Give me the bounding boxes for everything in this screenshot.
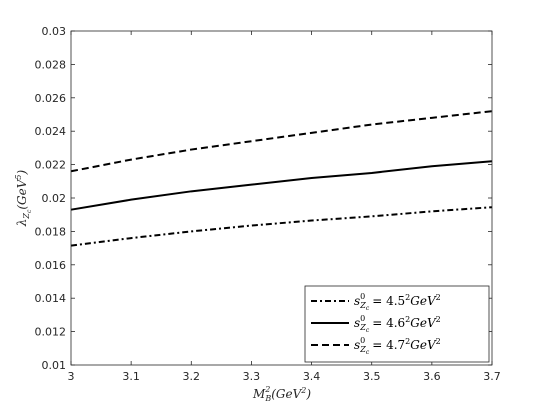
- legend-entry-3: s0 Zc= 4.72GeV2: [354, 336, 441, 356]
- y-title-sup: 5: [14, 175, 23, 180]
- x-title-rsup: 2: [300, 386, 306, 395]
- y-tick-label: 0.012: [35, 326, 67, 339]
- legend-1-subsub: c: [366, 305, 370, 312]
- x-title-sub: B: [264, 394, 271, 403]
- legend-2-unit: GeV: [410, 316, 437, 330]
- y-tick-label: 0.022: [35, 159, 67, 172]
- plot-frame: [70, 30, 493, 366]
- legend-2-usq: 2: [436, 315, 441, 324]
- x-title-main: M: [252, 387, 266, 401]
- legend-3-s: s: [354, 338, 360, 352]
- y-axis-title: λZc(GeV5): [14, 170, 33, 228]
- legend-2-sq: 2: [405, 315, 410, 324]
- x-tick-label: 3.1: [122, 370, 140, 383]
- y-tick-label: 0.03: [42, 25, 67, 38]
- series-line-dashed: [70, 110, 493, 173]
- legend-1-sup: 0: [360, 292, 365, 301]
- x-tick-label: 3.7: [483, 370, 501, 383]
- y-tick-label: 0.02: [42, 192, 67, 205]
- x-title-close: ): [305, 387, 311, 401]
- legend-3-value: = 4.7: [372, 338, 405, 352]
- y-tick-label: 0.018: [35, 225, 67, 238]
- ticks-layer: 3 3.1 3.2 3.3 3.4 3.5 3.6 3.7 0.01 0.012 0.014 0.01…: [35, 25, 501, 383]
- x-title-sup: 2: [264, 385, 270, 394]
- y-tick-label: 0.024: [35, 125, 67, 138]
- legend-2-s: s: [354, 316, 360, 330]
- y-title-sub: Z: [22, 213, 31, 220]
- legend-1-s: s: [354, 294, 360, 308]
- legend-1-usq: 2: [436, 293, 441, 302]
- series-line-solid: [70, 160, 493, 211]
- legend-3-sup: 0: [360, 336, 365, 345]
- legend-2-value: = 4.6: [372, 316, 405, 330]
- x-tick-label: 3.2: [183, 370, 201, 383]
- y-tick-label: 0.01: [42, 359, 67, 372]
- y-tick-label: 0.026: [35, 92, 67, 105]
- y-title-main: λ: [15, 219, 29, 228]
- legend-entry-2: s0 Zc= 4.62GeV2: [354, 314, 441, 334]
- legend-1-value: = 4.5: [372, 294, 405, 308]
- legend-3-unit: GeV: [410, 338, 437, 352]
- legend-1-sub: Z: [359, 301, 366, 310]
- legend-2-subsub: c: [366, 327, 370, 334]
- y-tick-label: 0.028: [35, 58, 67, 71]
- legend-3-sub: Z: [359, 345, 366, 354]
- legend-3-sq: 2: [405, 337, 410, 346]
- y-tick-label: 0.016: [35, 259, 67, 272]
- legend-entry-1: s0 Zc= 4.52GeV2: [354, 292, 441, 312]
- series-line-dashdot: [70, 206, 493, 247]
- legend-3-subsub: c: [366, 349, 370, 356]
- y-title-subsub: c: [26, 209, 33, 213]
- legend-1-sq: 2: [405, 293, 410, 302]
- legend-1-unit: GeV: [410, 294, 437, 308]
- x-title-rest: (GeV: [271, 387, 302, 401]
- x-tick-label: 3.3: [243, 370, 261, 383]
- y-title-rest: (GeV: [15, 178, 29, 209]
- x-tick-label: 3.4: [303, 370, 321, 383]
- legend: s0 Zc= 4.52GeV2 s0 Zc= 4.62GeV2 s0 Zc= 4.72…: [304, 285, 490, 363]
- legend-2-sub: Z: [359, 323, 366, 332]
- x-axis-title: M2 B(GeV2): [252, 385, 311, 403]
- x-tick-label: 3: [68, 370, 75, 383]
- y-tick-label: 0.014: [35, 292, 67, 305]
- series-layer: [70, 110, 493, 247]
- legend-2-sup: 0: [360, 314, 365, 323]
- x-tick-label: 3.6: [423, 370, 441, 383]
- x-tick-label: 3.5: [363, 370, 381, 383]
- y-title-close: ): [15, 170, 29, 176]
- legend-3-usq: 2: [436, 337, 441, 346]
